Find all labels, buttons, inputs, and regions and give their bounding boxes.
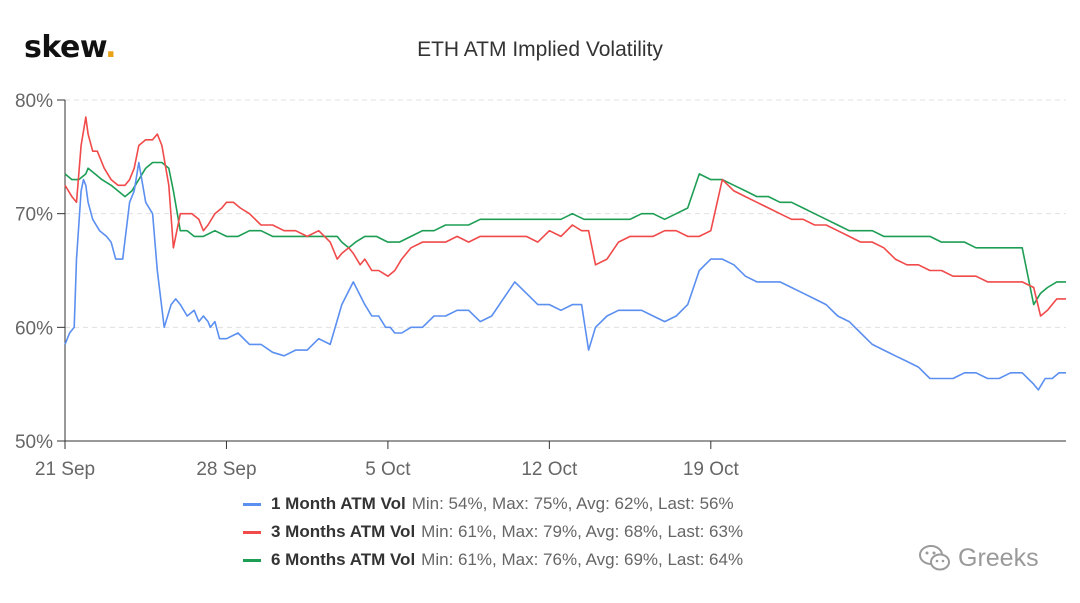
legend-stats-3m: Min: 61%, Max: 79%, Avg: 68%, Last: 63% [421, 522, 744, 541]
y-tick-label: 60% [15, 318, 53, 339]
series-line-2 [64, 161, 1066, 306]
y-tick-label: 50% [15, 432, 53, 453]
chart-title: ETH ATM Implied Volatility [417, 38, 663, 61]
skew-logo: skew. [24, 30, 117, 65]
legend-stats-1m: Min: 54%, Max: 75%, Avg: 62%, Last: 56% [411, 494, 734, 513]
watermark: Greeks [918, 543, 1039, 573]
legend-swatch-3m [243, 530, 261, 534]
legend-swatch-1m [243, 502, 261, 506]
legend-stats-6m: Min: 61%, Max: 76%, Avg: 69%, Last: 64% [421, 550, 744, 569]
legend-item-6m[interactable]: 6 Months ATM Vol Min: 61%, Max: 76%, Avg… [243, 546, 743, 574]
legend-item-1m[interactable]: 1 Month ATM Vol Min: 54%, Max: 75%, Avg:… [243, 490, 743, 518]
x-tick-labels: 21 Sep 28 Sep 5 Oct 12 Oct 19 Oct [35, 459, 740, 480]
legend: 1 Month ATM Vol Min: 54%, Max: 75%, Avg:… [243, 490, 743, 574]
x-tick-label: 12 Oct [521, 459, 578, 480]
x-tick-label: 5 Oct [365, 459, 411, 480]
grid-lines [65, 99, 1066, 328]
series-line-0 [64, 161, 1066, 391]
legend-item-3m[interactable]: 3 Months ATM Vol Min: 61%, Max: 79%, Avg… [243, 518, 743, 546]
axes [57, 99, 1066, 449]
logo-dot: . [105, 30, 117, 65]
x-tick-label: 21 Sep [35, 459, 95, 480]
legend-swatch-6m [243, 558, 261, 562]
x-tick-label: 19 Oct [683, 459, 740, 480]
series-lines [64, 116, 1066, 391]
y-tick-labels: 50% 60% 70% 80% [15, 91, 53, 453]
logo-text: skew [24, 30, 106, 65]
y-tick-label: 70% [15, 205, 53, 226]
wechat-icon [919, 545, 950, 571]
watermark-text: Greeks [958, 543, 1039, 572]
legend-label-1m: 1 Month ATM Vol [271, 494, 406, 513]
series-line-1 [64, 116, 1066, 317]
y-tick-label: 80% [15, 91, 53, 112]
x-tick-label: 28 Sep [196, 459, 256, 480]
legend-label-3m: 3 Months ATM Vol [271, 522, 416, 541]
legend-label-6m: 6 Months ATM Vol [271, 550, 416, 569]
